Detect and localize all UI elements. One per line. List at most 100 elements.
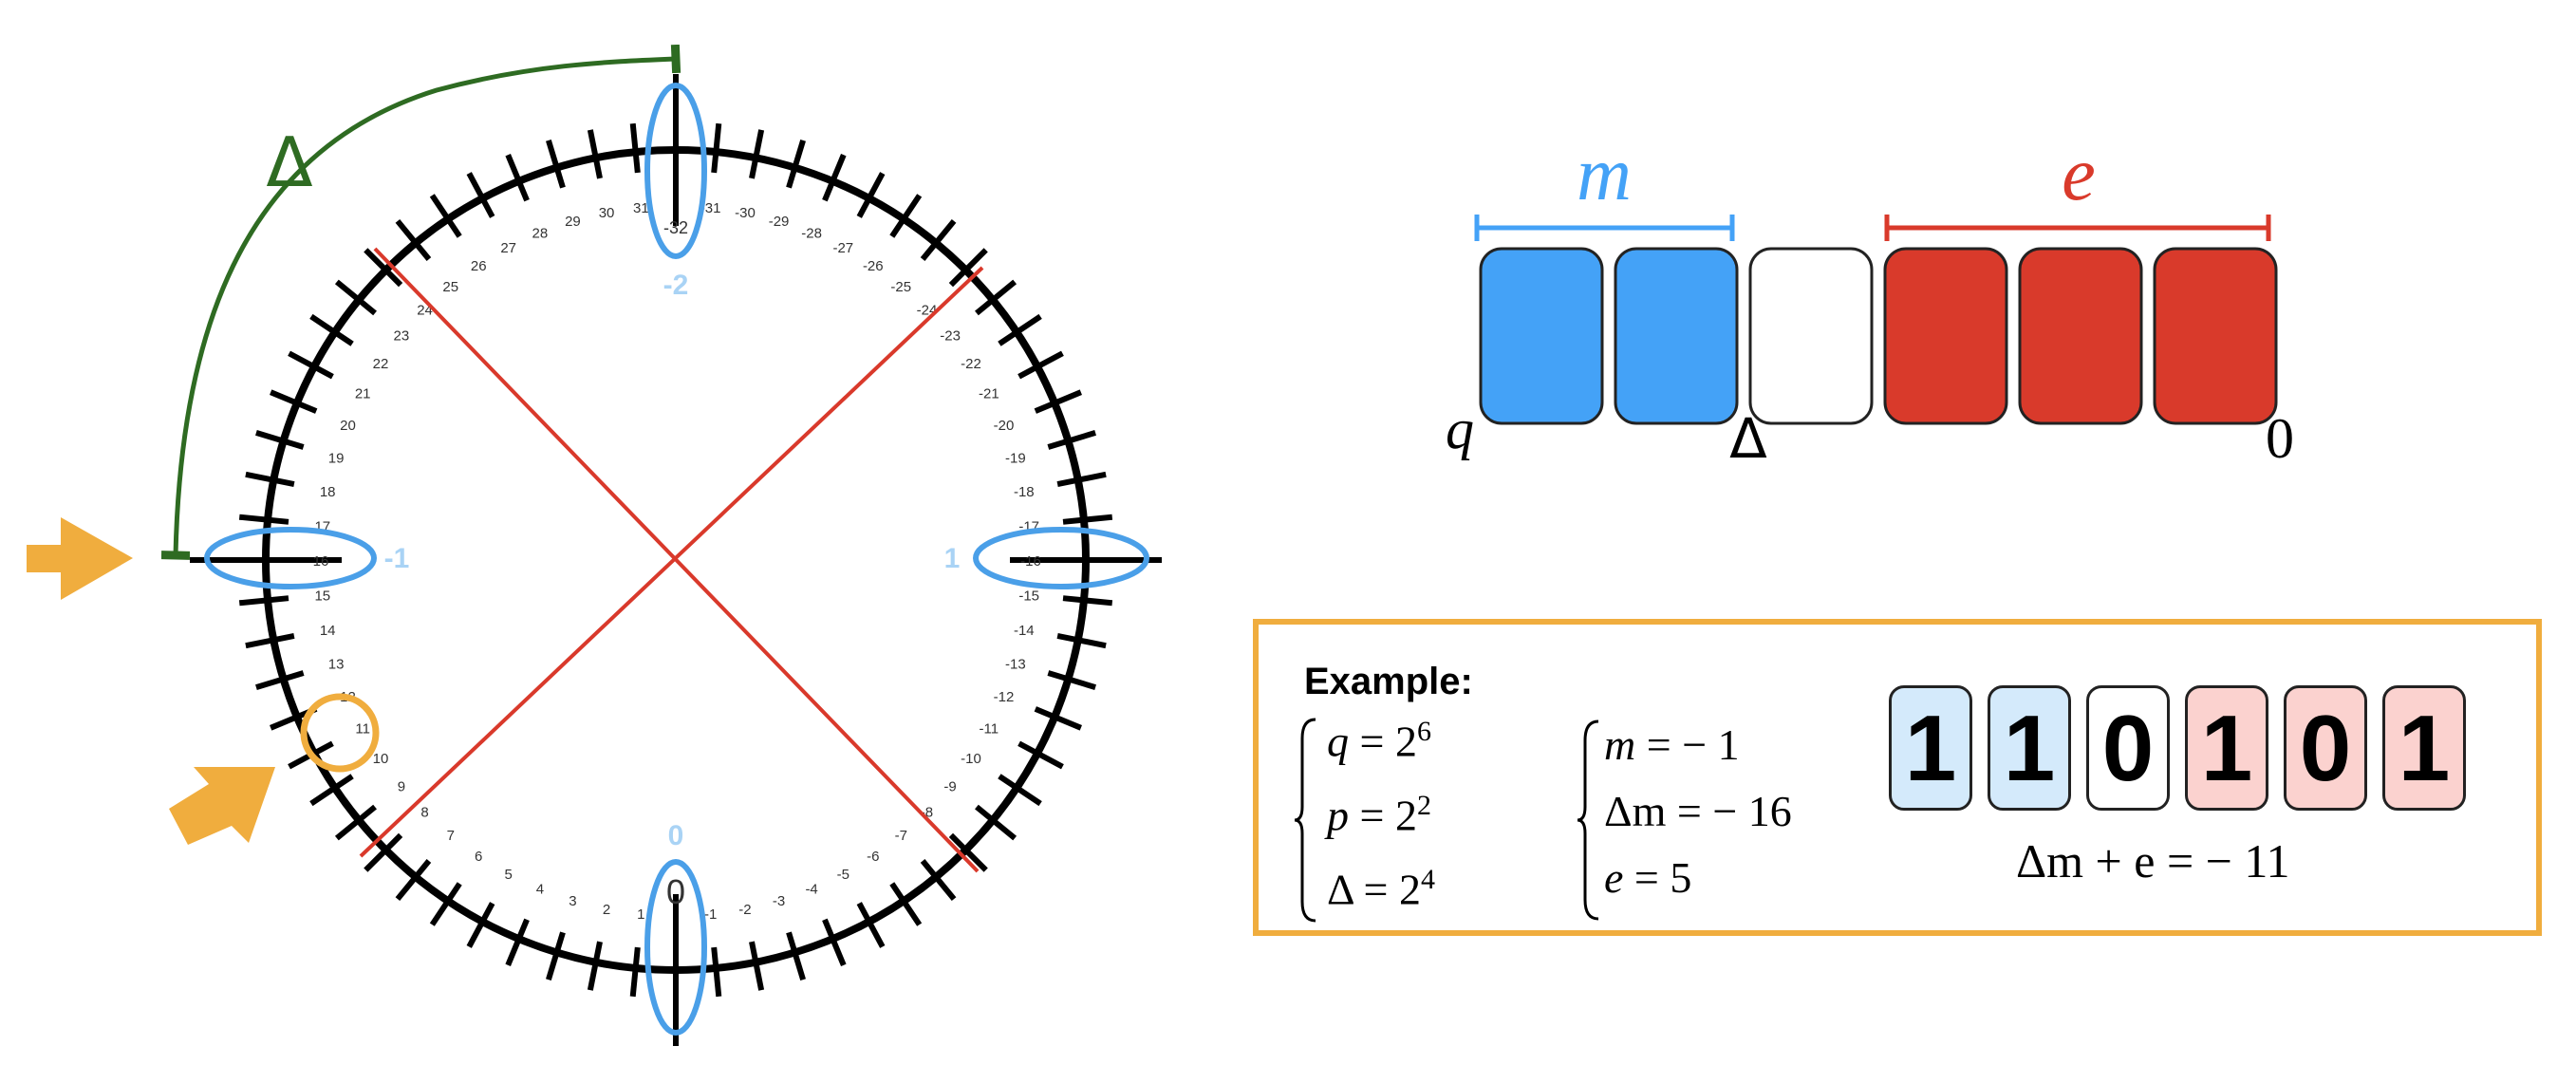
dial-tick [1034,706,1082,731]
dial-number-negative: -5 [837,867,849,883]
dial-number-positive: 13 [328,657,345,673]
highlight-bottom [644,859,707,1036]
dial-number-positive: 7 [447,828,455,844]
dial-number-negative: -24 [917,303,938,319]
dial-number-positive: 27 [500,240,516,256]
dial-number-positive: 23 [394,328,410,345]
values-brace [1577,719,1599,921]
dial-number-negative: -9 [943,778,956,794]
dial-tick [920,859,957,902]
dial-number-positive: 28 [532,225,549,241]
dial-number-positive: 22 [373,356,389,372]
digit-box-1: 1 [1889,685,1972,811]
dial-number-negative: -29 [769,214,790,230]
bit-diagram: m e q Δ 0 [1446,133,2294,471]
outer-label-top: -2 [663,270,689,301]
dial-number-negative: -26 [863,258,884,274]
dial-tick [1062,514,1113,525]
dial-number-positive: 9 [398,778,405,794]
dial-number-positive: 2 [603,902,610,918]
dial-number-negative: -30 [735,205,756,221]
dial-number-negative: -12 [994,689,1015,705]
dial-number-negative: -23 [940,328,961,345]
dial-number-negative: -21 [979,386,999,402]
dial-tick [948,832,988,872]
dial-number-positive: 26 [471,258,487,274]
dial-number-negative: -7 [895,828,907,844]
dial-number-positive: 14 [320,623,336,639]
bit-box-e [1883,247,2008,425]
dial-number-positive: 16 [313,553,329,570]
modular-dial: 1234567891011121314151617181920212223242… [27,44,1162,1046]
digit-box-4: 1 [2185,685,2268,811]
bit-box-m [1479,247,1604,425]
digit-box-3: 0 [2086,685,2170,811]
dial-tick [1017,350,1064,380]
dial-tick [1047,670,1096,690]
dial-number-positive: 21 [355,386,371,402]
dial-number-negative: -31 [700,200,721,216]
dial-number-negative: -28 [801,225,822,241]
dial-tick [629,946,641,998]
dial-number-negative: -15 [1018,589,1039,605]
dial-number-top: -32 [663,218,688,237]
dial-number-positive: 4 [536,882,544,898]
dial-tick [466,902,495,948]
params-brace [1294,718,1316,923]
value-e: e = 5 [1604,853,1692,902]
cross-line-2 [359,266,984,858]
dial-number-positive: 3 [569,893,576,909]
dial-number-negative: -27 [832,240,853,256]
dial-tick [395,859,432,902]
q-label: q [1446,398,1474,460]
dial-number-positive: 10 [373,751,389,767]
dial-tick [975,279,1017,316]
dial-number-negative: -4 [805,882,817,898]
params-column: q = 26 p = 22 Δ = 24 [1327,716,1574,925]
digit-box-5: 0 [2284,685,2367,811]
dial-number-positive: 29 [565,214,581,230]
dial-number-positive: 18 [320,484,336,500]
param-p: p = 22 [1327,790,1431,840]
dial-number-positive: 5 [505,867,513,883]
dial-tick [975,804,1017,841]
dial-number-positive: 8 [420,804,428,820]
dial-number-positive: 6 [475,849,482,865]
bit-box-p [1748,247,1874,425]
highlight-right [973,527,1149,589]
dial-tick [364,832,403,872]
dial-number-positive: 15 [314,589,330,605]
dial-tick [711,946,722,998]
dial-number-positive: 19 [328,450,345,466]
dial-number-positive: 11 [355,720,370,737]
value-m: m = − 1 [1604,720,1740,769]
param-q: q = 26 [1327,716,1431,766]
sum-equation: Δm + e = − 11 [2016,834,2290,888]
dial-number-negative: -1 [704,906,717,923]
delta-arc [160,44,681,560]
dial-tick [948,248,988,288]
dial-number-negative: -20 [994,418,1015,434]
e-label: e [2062,133,2096,216]
digit-box-2: 1 [1988,685,2071,811]
dial-number-negative: -10 [961,751,981,767]
bit-box-m [1614,247,1739,425]
example-title: Example: [1304,661,1473,702]
dial-number-negative: -3 [773,893,785,909]
dial-number-negative: -18 [1014,484,1035,500]
outer-label-right: 1 [944,543,961,574]
example-box: Example: q = 26 p = 22 Δ = 24 m = − 1 Δm… [1253,619,2542,936]
tick-number-bottom-zero: 0 [666,872,685,911]
m-label: m [1577,133,1632,216]
dial-number-negative: -19 [1005,450,1026,466]
delta-arc-label: Δ [266,122,312,202]
dial-number-negative: -16 [1020,553,1041,570]
bit-box-e [2018,247,2143,425]
dial-number-positive: 20 [340,418,356,434]
outer-label-bottom: 0 [668,820,684,851]
outer-label-left: -1 [384,543,410,574]
dial-number-negative: -25 [890,279,911,295]
dial-number-positive: 1 [637,906,644,923]
highlight-circle [300,693,380,773]
zero-label: 0 [2266,407,2294,470]
